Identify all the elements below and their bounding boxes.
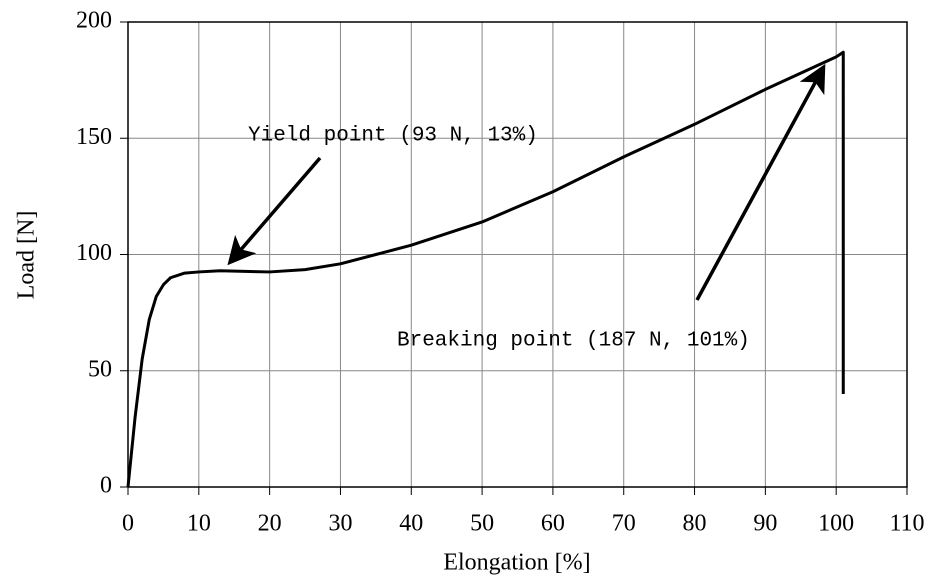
- x-axis-label: Elongation [%]: [443, 550, 590, 576]
- y-tick-label: 0: [100, 473, 112, 499]
- x-tick-label: 20: [258, 511, 282, 537]
- plot-frame: [127, 21, 908, 488]
- y-tick-label: 200: [76, 8, 112, 34]
- x-tick-label: 80: [683, 511, 707, 537]
- x-tick-label: 50: [470, 511, 494, 537]
- x-tick-label: 40: [399, 511, 423, 537]
- data-line: [126, 50, 845, 488]
- annotation: Yield point (93 N, 13%): [248, 125, 538, 148]
- x-tick-label: 100: [818, 511, 854, 537]
- x-tick-label: 90: [753, 511, 777, 537]
- x-tick-label: 60: [541, 511, 565, 537]
- y-tick-label: 100: [76, 240, 112, 266]
- x-tick-label: 70: [612, 511, 636, 537]
- y-tick-label: 50: [88, 356, 112, 382]
- x-tick-label: 110: [889, 511, 924, 537]
- x-tick-label: 10: [187, 511, 211, 537]
- x-tick-label: 0: [122, 511, 134, 537]
- annotation-arrow: [695, 63, 826, 301]
- x-tick-label: 30: [328, 511, 352, 537]
- y-axis-label: Load [N]: [14, 211, 40, 300]
- y-tick-label: 150: [76, 124, 112, 150]
- annotation-arrow: [227, 156, 322, 266]
- annotation: Breaking point (187 N, 101%): [397, 330, 750, 353]
